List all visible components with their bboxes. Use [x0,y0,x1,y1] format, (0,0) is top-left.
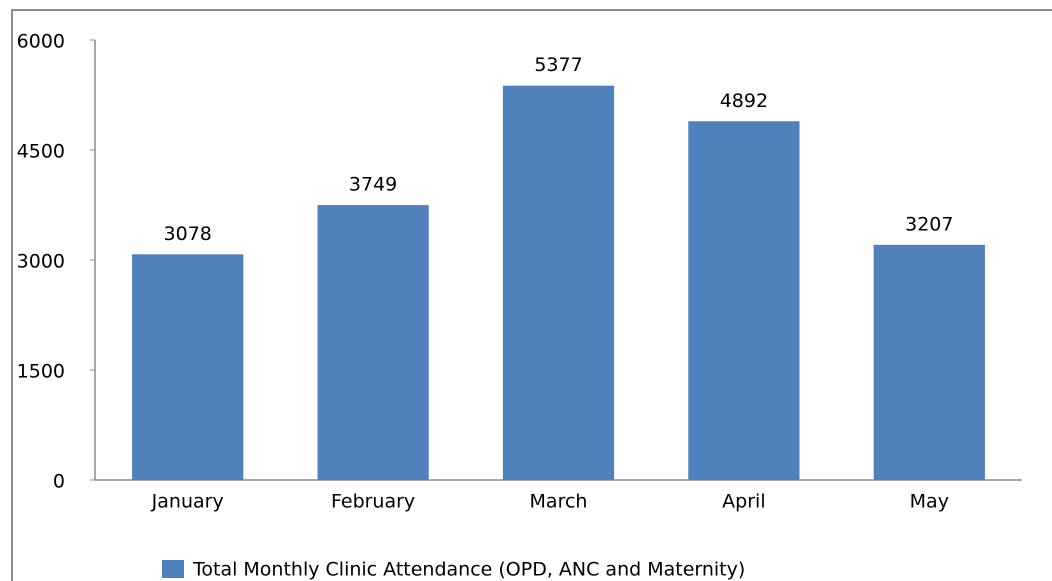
data-label: 3207 [905,213,953,235]
y-tick-label: 4500 [17,141,65,163]
y-tick-label: 1500 [17,361,65,383]
x-tick-label: February [331,491,415,513]
x-tick-label: March [530,491,588,513]
bar [688,121,800,481]
y-tick-label: 6000 [17,31,65,53]
y-tick-label: 0 [53,471,65,493]
bar [132,254,244,480]
legend-swatch [162,560,184,578]
bar [317,205,429,480]
data-label: 3078 [164,223,212,245]
x-tick-label: April [722,491,765,513]
chart-frame [11,9,1052,581]
bar [502,85,615,480]
data-label: 4892 [720,90,768,112]
bar [873,244,985,480]
y-tick-label: 3000 [17,251,65,273]
legend-label: Total Monthly Clinic Attendance (OPD, AN… [192,559,745,581]
data-label: 5377 [534,54,582,76]
data-label: 3749 [349,174,397,196]
x-tick-label: January [151,491,224,513]
x-tick-label: May [910,491,949,513]
